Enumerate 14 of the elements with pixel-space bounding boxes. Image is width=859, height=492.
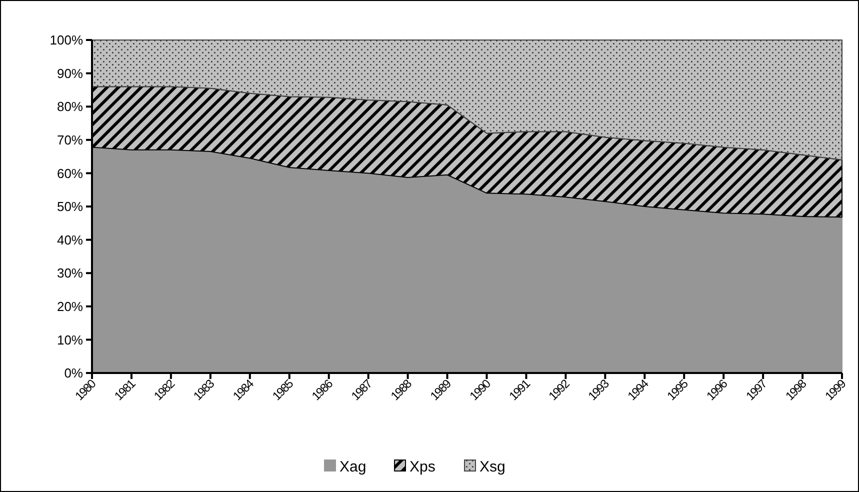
y-tick-label: 100% <box>50 32 84 48</box>
y-tick-label: 10% <box>56 332 84 348</box>
y-tick-label: 40% <box>56 232 84 248</box>
y-tick-label: 70% <box>56 132 84 148</box>
y-tick-label: 80% <box>56 99 84 114</box>
y-tick-label: 90% <box>56 66 84 81</box>
y-tick-label: 50% <box>56 199 84 214</box>
legend-label: Xsg <box>480 458 506 476</box>
y-tick-label: 0% <box>64 366 84 381</box>
y-tick-label: 30% <box>56 266 84 281</box>
legend-label: Xps <box>410 458 436 476</box>
y-tick-label: 60% <box>56 166 84 181</box>
legend-label: Xag <box>340 458 366 476</box>
y-tick-label: 20% <box>56 298 84 314</box>
